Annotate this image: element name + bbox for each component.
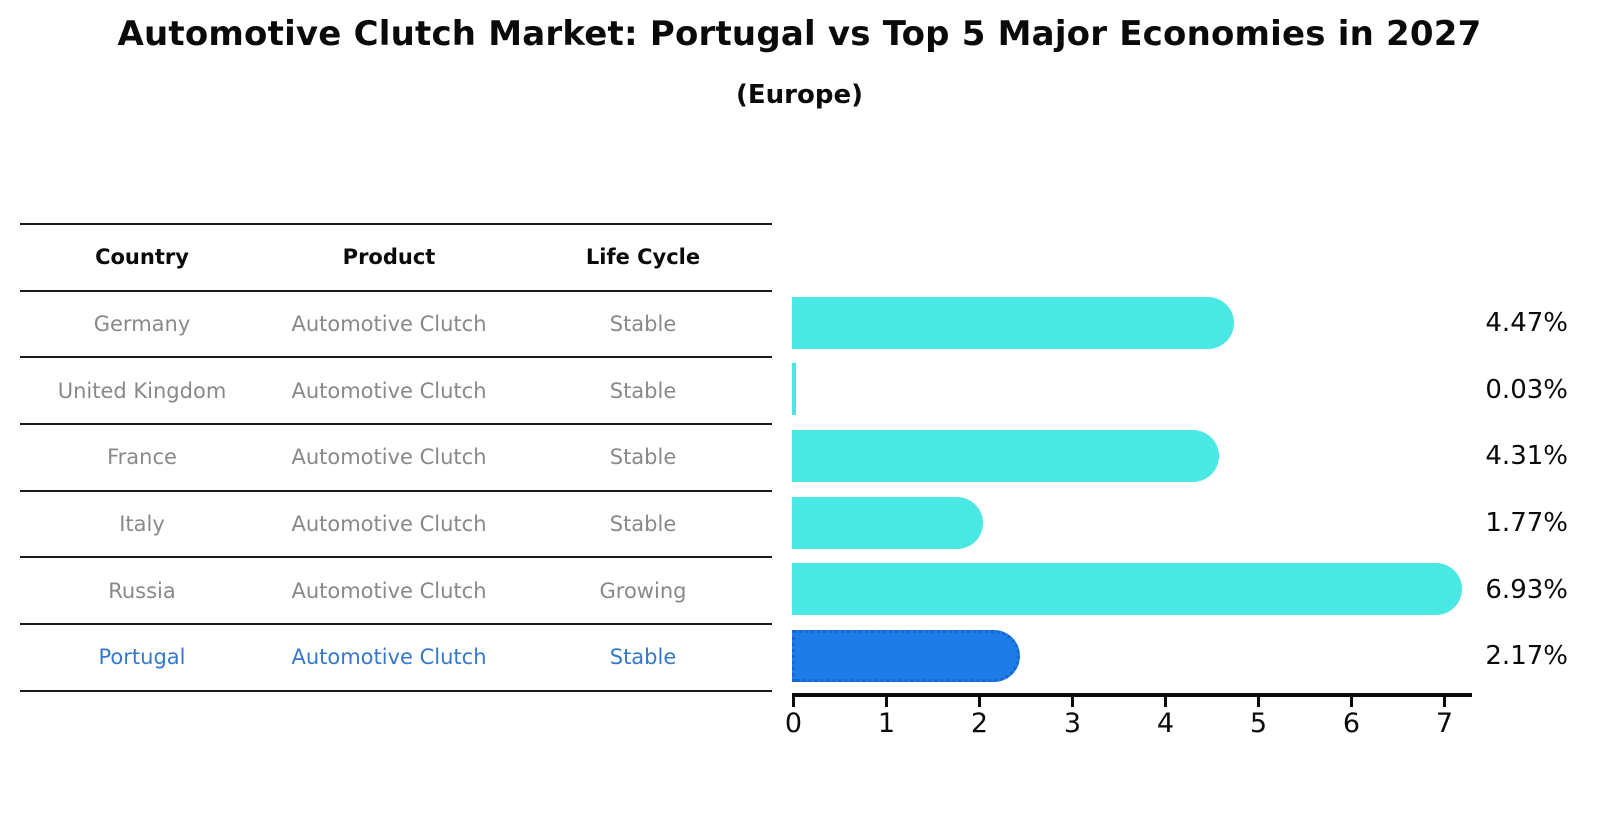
table-header-row: Country Product Life Cycle [20,225,772,292]
cell-lifecycle: Stable [609,445,677,470]
cell-product: Automotive Clutch [291,645,487,670]
x-axis-tick-label: 4 [1156,708,1175,739]
x-axis-tick-label: 6 [1342,708,1361,739]
cell-country: Germany [93,312,191,337]
x-axis-tick-label: 3 [1063,708,1082,739]
bar-row [792,356,1492,423]
cell-product: Automotive Clutch [291,378,487,403]
value-label: 1.77% [1485,508,1568,539]
cell-product: Automotive Clutch [291,512,487,537]
cell-country: Russia [108,578,176,603]
table-row: France Automotive Clutch Stable [20,425,772,492]
table-row: Germany Automotive Clutch Stable [20,292,772,359]
cell-lifecycle: Stable [609,512,677,537]
column-header-country: Country [95,245,189,270]
cell-lifecycle: Stable [609,378,677,403]
x-axis-tick-label: 5 [1249,708,1268,739]
x-axis-tick [885,697,888,707]
bar-plot-area [792,290,1492,690]
x-axis-tick [1257,697,1260,707]
x-axis-tick [1350,697,1353,707]
bar-portugal-highlighted [792,630,1020,683]
column-header-lifecycle: Life Cycle [585,245,701,270]
cell-product: Automotive Clutch [291,312,487,337]
value-label: 0.03% [1485,374,1568,405]
bar-row [792,490,1492,557]
x-axis-tick-label: 7 [1435,708,1454,739]
bar-row [792,423,1492,490]
x-axis-tick-label: 2 [970,708,989,739]
bar-row [792,623,1492,690]
x-axis-tick [1164,697,1167,707]
table-row: Russia Automotive Clutch Growing [20,558,772,626]
cell-product: Automotive Clutch [291,445,487,470]
cell-country: France [107,445,177,470]
cell-lifecycle: Stable [609,645,677,670]
x-axis-line [792,693,1472,697]
bar-row [792,290,1492,357]
x-axis-tick [1071,697,1074,707]
cell-lifecycle: Growing [599,578,687,603]
x-axis-tick [1443,697,1446,707]
bar-united-kingdom [792,363,796,416]
x-axis-tick [792,697,795,707]
cell-country: Italy [119,512,165,537]
chart-subtitle: (Europe) [736,80,863,110]
value-labels-column: 4.47% 0.03% 4.31% 1.77% 6.93% 2.17% [1438,290,1568,690]
bar-russia [792,563,1463,616]
bar-germany [792,296,1234,349]
chart-title: Automotive Clutch Market: Portugal vs To… [117,14,1482,54]
bar-italy [792,496,983,549]
value-label: 2.17% [1485,641,1568,672]
table-row: United Kingdom Automotive Clutch Stable [20,358,772,426]
value-label: 4.47% [1485,308,1568,339]
cell-country: United Kingdom [57,378,227,403]
x-axis-tick [978,697,981,707]
table-row: Italy Automotive Clutch Stable [20,492,772,559]
value-label: 4.31% [1485,441,1568,472]
table-row: Portugal Automotive Clutch Stable [20,625,772,692]
cell-product: Automotive Clutch [291,578,487,603]
column-header-product: Product [342,245,436,270]
country-info-table: Country Product Life Cycle Germany Automo… [20,223,772,692]
value-label: 6.93% [1485,574,1568,605]
cell-lifecycle: Stable [609,312,677,337]
bar-france [792,430,1219,483]
x-axis-tick-label: 1 [877,708,896,739]
bar-row [792,556,1492,623]
x-axis-tick-label: 0 [784,708,803,739]
cell-country: Portugal [98,645,186,670]
